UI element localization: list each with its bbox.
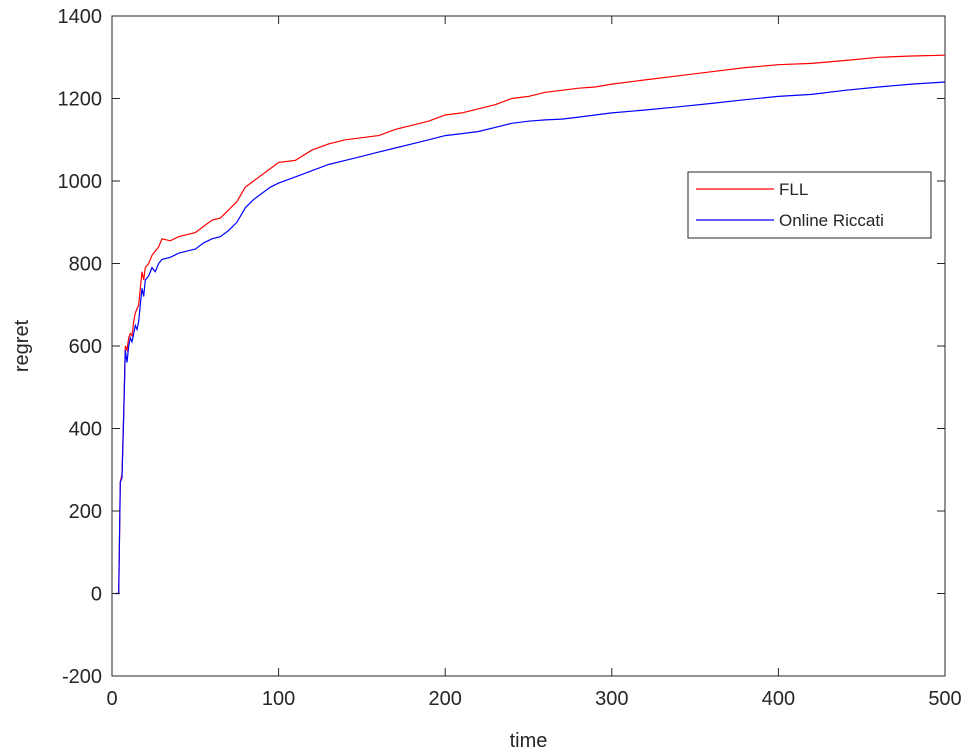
y-tick-label: 200 [69,501,102,523]
legend-entries: FLL Online Riccati [696,180,884,230]
y-tick-label: 1200 [58,89,103,111]
x-tick-label: 0 [106,688,117,710]
x-tick-label: 100 [262,688,295,710]
x-tick-label: 300 [595,688,628,710]
series-layer [115,54,946,595]
legend-label-2: Online Riccati [779,211,884,230]
y-axis-label: regret [11,319,33,372]
y-tick-label: 0 [91,584,102,606]
legend-label-1: FLL [779,180,808,199]
series-line-1 [115,54,946,595]
y-tick-label: 800 [69,254,102,276]
axes-box [111,15,946,677]
y-tick-label: 600 [69,336,102,358]
y-tick-label: 400 [69,419,102,441]
y-tick-label: 1400 [58,6,103,28]
x-tick-label: 500 [928,688,961,710]
y-tick-label: 1000 [58,171,103,193]
plot-area: 0 100 200 300 400 500-20002004006008001000120… [58,6,962,710]
x-tick-label: 200 [429,688,462,710]
x-axis-label: time [510,730,548,752]
series-line-2 [115,81,946,595]
y-tick-label: -200 [62,666,102,688]
legend: FLL Online Riccati [687,171,932,239]
tick-layer: 0 100 200 300 400 500-20002004006008001000120… [58,6,962,710]
legend-box [687,171,932,239]
x-tick-label: 400 [762,688,795,710]
